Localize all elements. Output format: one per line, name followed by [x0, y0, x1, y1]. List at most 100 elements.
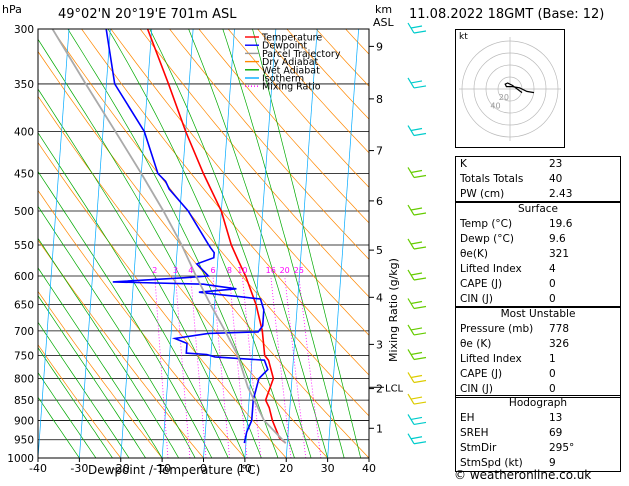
- hodograph-unit-label: kt: [459, 32, 468, 42]
- hodograph-stats-title: Hodograph: [508, 397, 568, 409]
- sreh-value: 69: [549, 427, 563, 439]
- surface-panel: Surface Temp (°C) 19.6 Dewp (°C) 9.6 θe(K)…: [455, 201, 621, 308]
- pressure-tick-label: 650: [14, 300, 34, 312]
- legend-label: Dry Adiabat: [262, 57, 319, 68]
- wind-barb-flag: [410, 241, 423, 245]
- wet-adiabat-line: [38, 321, 130, 458]
- asl-label: ASL: [373, 16, 394, 29]
- mu-cape-row: CAPE (J) 0: [456, 367, 620, 382]
- temperature-tick-label: -10: [153, 462, 171, 475]
- temperature-tick-label: -40: [29, 462, 47, 475]
- pressure-tick-label: 1000: [7, 453, 34, 465]
- wind-barb-flag: [410, 396, 423, 400]
- height-km-tick-label: 1: [376, 422, 383, 435]
- wind-barb-flag: [413, 277, 427, 281]
- wind-barb-flag: [410, 272, 423, 276]
- mu-cin-row: CIN (J) 0: [456, 382, 620, 397]
- mu-cin-label: CIN (J): [460, 383, 493, 395]
- wind-barb: [407, 349, 427, 361]
- mu-cape-label: CAPE (J): [460, 368, 503, 380]
- wind-barb-flag: [413, 85, 427, 89]
- wind-barb-flag: [413, 332, 427, 336]
- dry-adiabat-line: [139, 29, 369, 298]
- dry-adiabat-line: [198, 29, 369, 224]
- wind-barb-flag: [410, 80, 423, 84]
- totals-totals-row: Totals Totals 40: [456, 172, 620, 187]
- height-km-tick-label: 6: [376, 195, 383, 208]
- wind-barb-flag: [413, 379, 427, 384]
- wind-barb: [407, 204, 427, 216]
- sreh-label: SREH: [460, 427, 489, 439]
- mixing-ratio-line: [212, 275, 230, 458]
- isotherm-line: [203, 29, 235, 458]
- mu-theta-label: θe (K): [460, 338, 492, 350]
- pressure-tick-label: 950: [14, 435, 34, 447]
- mixing-ratio-line: [190, 275, 207, 458]
- isotherm-line: [244, 29, 277, 458]
- eh-label: EH: [460, 412, 475, 424]
- wind-barb-flag: [410, 207, 423, 211]
- wet-adiabat-line: [252, 29, 362, 458]
- legend-label: Temperature: [261, 33, 322, 44]
- surface-dewp-value: 9.6: [549, 233, 566, 245]
- pressure-tick-label: 700: [14, 326, 34, 338]
- temperature-tick-label: 40: [362, 462, 376, 475]
- height-km-tick-label: 8: [376, 93, 383, 106]
- wind-barb: [407, 238, 427, 250]
- dry-adiabat-line: [169, 29, 369, 260]
- surface-temp-value: 19.6: [549, 218, 573, 230]
- most-unstable-panel: Most Unstable Pressure (mb) 778 θe (K) 326…: [455, 306, 621, 398]
- wet-adiabat-line: [38, 132, 229, 458]
- mu-theta-value: 326: [549, 338, 570, 350]
- isotherm-line: [120, 29, 153, 458]
- height-km-tick-label: 5: [376, 244, 383, 257]
- dry-adiabat-line: [38, 239, 204, 458]
- wind-barb-flag: [410, 351, 423, 356]
- dry-adiabat-line: [38, 344, 122, 458]
- wind-barb-flag: [413, 212, 427, 216]
- wind-barb: [407, 298, 427, 310]
- hodograph-trace: [504, 82, 535, 94]
- stmspd-row: StmSpd (kt) 9: [456, 456, 620, 471]
- legend-label: Isotherm: [262, 74, 304, 85]
- height-km-tick-label: 4: [376, 291, 383, 304]
- height-km-tick-label: 9: [376, 40, 383, 53]
- pressure-tick-label: 500: [14, 206, 34, 218]
- wind-barb-flag: [413, 246, 427, 250]
- stmdir-value: 295°: [549, 442, 575, 454]
- k-index-value: 23: [549, 158, 563, 170]
- temperature-axis: -40 -30 -20 -10 0 10 20 30 40: [29, 458, 376, 475]
- stmspd-value: 9: [549, 457, 556, 469]
- surface-cin-row: CIN (J) 0: [456, 292, 620, 307]
- mixing-ratio-label: 25: [294, 266, 304, 275]
- pressure-tick-label: 850: [14, 395, 34, 407]
- wet-adiabat-line: [38, 205, 196, 458]
- totals-totals-label: Totals Totals: [460, 173, 524, 185]
- dry-adiabat-line: [227, 29, 369, 188]
- isotherm-line: [285, 29, 318, 458]
- wind-barb: [407, 393, 427, 405]
- wind-barb-flag: [410, 169, 423, 174]
- wet-adiabat-line: [222, 29, 345, 458]
- series-temperature: [146, 29, 287, 444]
- isotherm-line: [161, 29, 194, 458]
- temperature-tick-label: -20: [112, 462, 130, 475]
- wet-adiabat-line: [38, 170, 213, 458]
- mu-li-label: Lifted Index: [460, 353, 522, 365]
- surface-temp-label: Temp (°C): [460, 218, 513, 230]
- surface-temp-row: Temp (°C) 19.6: [456, 217, 620, 232]
- pressure-axis: 300 350 400 450 500 550 600 650 700 750 800 850 900 9…: [7, 24, 34, 465]
- surface-title: Surface: [517, 203, 558, 215]
- pressure-tick-label: 900: [14, 415, 34, 427]
- mu-cin-value: 0: [549, 383, 556, 395]
- isotherm-line: [327, 29, 359, 458]
- pressure-tick-label: 600: [14, 271, 34, 283]
- wind-barb-flag: [410, 300, 423, 305]
- location-title: 49°02'N 20°19'E 701m ASL: [58, 7, 237, 22]
- wind-barbs: [407, 22, 427, 445]
- wet-adiabat-line: [38, 237, 180, 458]
- height-km-axis: 9 8 7 6 5 4 3 2 1 LCL: [369, 40, 404, 435]
- mixing-ratio-line: [270, 275, 292, 458]
